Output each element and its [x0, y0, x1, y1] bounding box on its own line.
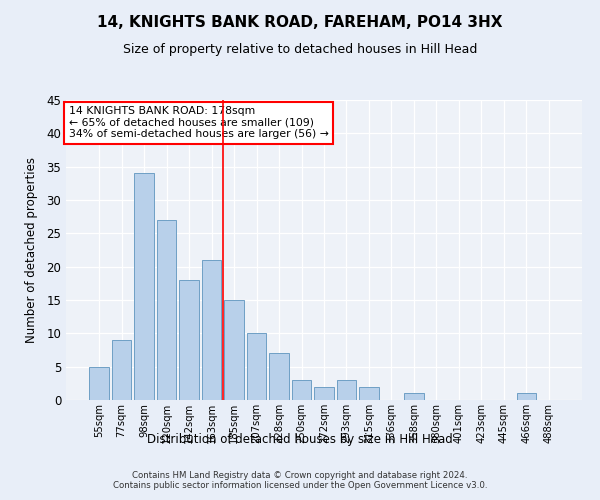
Bar — [202, 260, 221, 400]
Text: Distribution of detached houses by size in Hill Head: Distribution of detached houses by size … — [147, 432, 453, 446]
Text: 14, KNIGHTS BANK ROAD, FAREHAM, PO14 3HX: 14, KNIGHTS BANK ROAD, FAREHAM, PO14 3HX — [97, 15, 503, 30]
Bar — [517, 394, 536, 400]
Bar — [314, 386, 334, 400]
Y-axis label: Number of detached properties: Number of detached properties — [25, 157, 38, 343]
Bar — [247, 334, 266, 400]
Bar — [179, 280, 199, 400]
Bar — [292, 380, 311, 400]
Bar — [269, 354, 289, 400]
Text: 14 KNIGHTS BANK ROAD: 178sqm
← 65% of detached houses are smaller (109)
34% of s: 14 KNIGHTS BANK ROAD: 178sqm ← 65% of de… — [68, 106, 328, 139]
Text: Contains HM Land Registry data © Crown copyright and database right 2024.
Contai: Contains HM Land Registry data © Crown c… — [113, 470, 487, 490]
Bar — [157, 220, 176, 400]
Text: Size of property relative to detached houses in Hill Head: Size of property relative to detached ho… — [123, 42, 477, 56]
Bar — [112, 340, 131, 400]
Bar — [337, 380, 356, 400]
Bar — [359, 386, 379, 400]
Bar — [224, 300, 244, 400]
Bar — [89, 366, 109, 400]
Bar — [404, 394, 424, 400]
Bar — [134, 174, 154, 400]
